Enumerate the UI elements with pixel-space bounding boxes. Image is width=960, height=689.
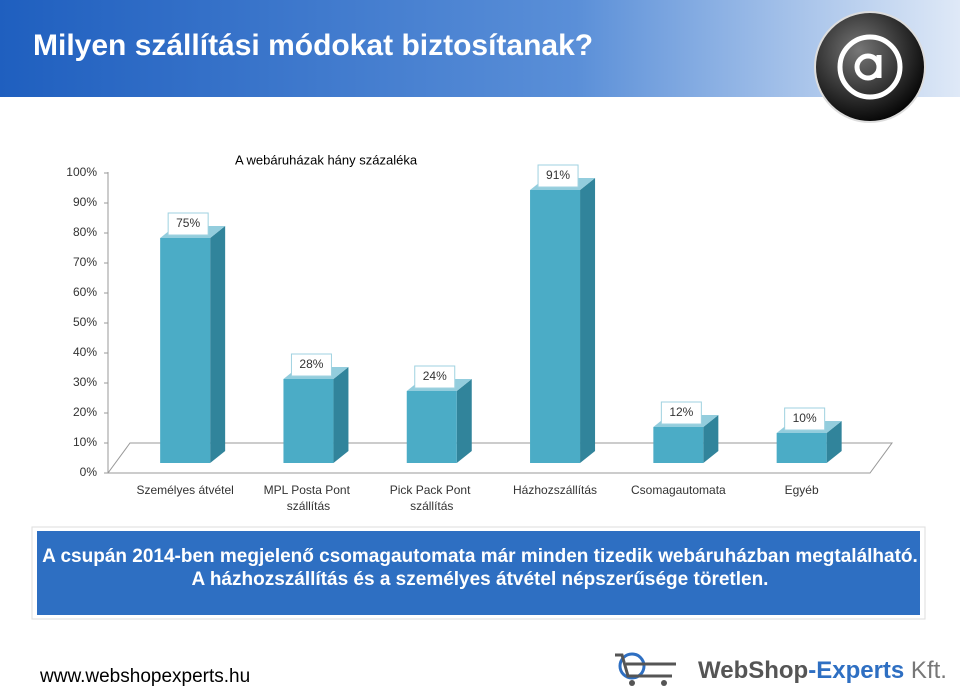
logo-part: WebShop	[698, 657, 808, 684]
x-tick-label: Pick Pack Pont szállítás	[390, 483, 474, 513]
value-label: 12%	[669, 405, 693, 419]
value-label: 75%	[176, 216, 200, 230]
bar-side	[826, 421, 842, 463]
slide-title: Milyen szállítási módokat biztosítanak?	[33, 29, 593, 62]
y-tick-label: 0%	[80, 465, 98, 479]
bar-side	[580, 178, 596, 463]
x-tick-label: Csomagautomata	[631, 483, 726, 497]
x-tick-label: Egyéb	[785, 483, 819, 497]
y-tick-label: 40%	[73, 345, 97, 359]
footer-url: www.webshopexperts.hu	[39, 666, 250, 687]
bar-side	[210, 226, 226, 463]
bar	[653, 427, 704, 463]
bar-side	[456, 379, 472, 463]
chart: A webáruházak hány százaléka 0% 10% 20% 30%…	[66, 152, 893, 513]
bar	[530, 190, 581, 463]
logo-text: WebShop-Experts Kft.	[698, 657, 947, 684]
value-label: 24%	[423, 369, 447, 383]
y-tick-label: 80%	[73, 225, 97, 239]
y-tick-label: 60%	[73, 285, 97, 299]
floor	[107, 442, 893, 474]
y-tick-label: 70%	[73, 255, 97, 269]
callout-box	[37, 531, 920, 615]
y-tick-label: 20%	[73, 405, 97, 419]
value-label-box	[660, 401, 702, 425]
bar-side	[703, 415, 719, 463]
bar	[776, 433, 827, 463]
logo-part: -Experts	[808, 657, 904, 684]
value-label: 91%	[546, 168, 570, 182]
value-label-box	[414, 365, 456, 389]
chart-title: A webáruházak hány százaléka	[235, 152, 418, 167]
logo-part: Kft.	[904, 657, 947, 684]
callout-line: A csupán 2014-ben megjelenő csomagautoma…	[42, 546, 918, 567]
value-label-box	[290, 353, 332, 377]
x-tick-label: Személyes átvétel	[136, 483, 233, 497]
y-tick-label: 30%	[73, 375, 97, 389]
value-label-box	[784, 407, 826, 431]
x-tick-label: Házhozszállítás	[513, 483, 597, 497]
value-label: 28%	[299, 357, 323, 371]
callout: A csupán 2014-ben megjelenő csomagautoma…	[31, 526, 926, 620]
x-tick-label: MPL Posta Pont szállítás	[264, 483, 354, 513]
value-label-box	[167, 212, 209, 236]
header-band	[0, 0, 960, 97]
bar	[406, 391, 457, 463]
bar	[283, 379, 334, 463]
value-label: 10%	[793, 411, 817, 425]
y-tick-label: 10%	[73, 435, 97, 449]
bar	[160, 238, 211, 463]
bar-side	[333, 367, 349, 463]
logo-icon	[615, 652, 676, 686]
y-tick-label: 50%	[73, 315, 97, 329]
value-label-box	[537, 164, 579, 188]
at-icon	[814, 11, 926, 123]
y-tick-label: 90%	[73, 195, 97, 209]
callout-line: A házhozszállítás és a személyes átvétel…	[192, 569, 769, 590]
y-tick-label: 100%	[66, 165, 97, 179]
